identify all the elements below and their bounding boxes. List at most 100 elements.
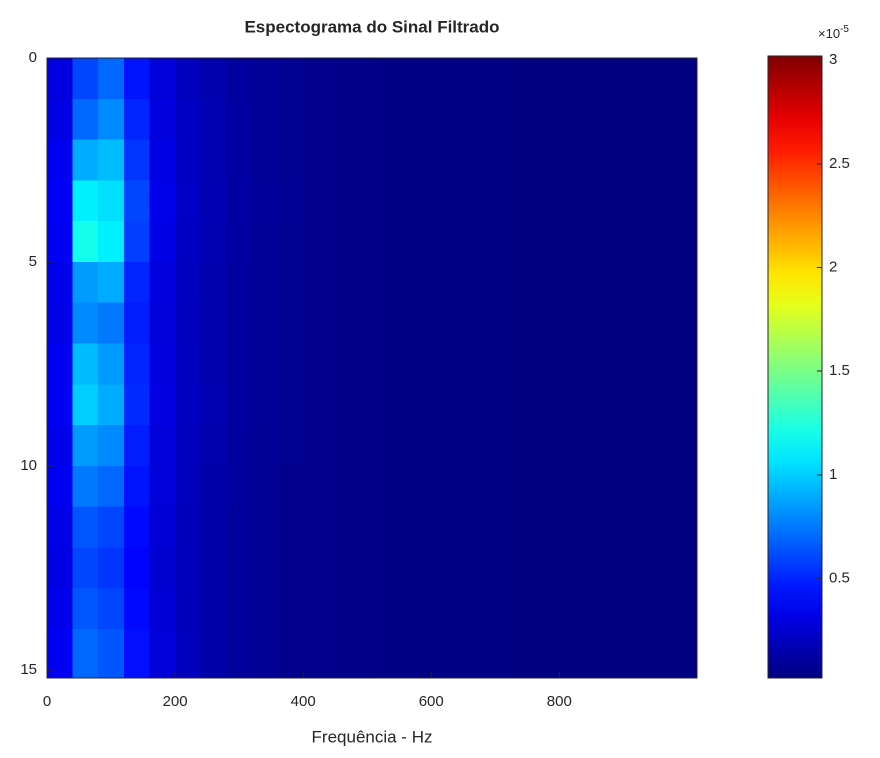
heatmap-cell	[328, 343, 355, 385]
heatmap-cell	[661, 506, 698, 548]
heatmap-cell	[533, 221, 560, 263]
heatmap-cell	[277, 180, 304, 222]
heatmap-cell	[303, 384, 330, 426]
heatmap-cell	[456, 384, 483, 426]
heatmap-cell	[559, 547, 586, 589]
heatmap-cell	[149, 425, 176, 467]
heatmap-cell	[405, 588, 432, 630]
heatmap-cell	[533, 629, 560, 679]
heatmap-cell	[533, 465, 560, 508]
heatmap-cell	[533, 343, 560, 385]
heatmap-cell	[533, 180, 560, 222]
heatmap-cell	[431, 302, 458, 345]
heatmap-cell	[328, 588, 355, 630]
heatmap-cell	[610, 343, 637, 385]
heatmap-cell	[431, 58, 458, 100]
heatmap-cell	[149, 139, 176, 181]
x-tick-label: 400	[291, 693, 316, 710]
heatmap-cell	[328, 302, 355, 345]
heatmap-cell	[559, 261, 586, 304]
heatmap-cell	[661, 547, 698, 589]
heatmap-cell	[482, 221, 509, 263]
heatmap-cell	[533, 139, 560, 181]
heatmap-cell	[277, 302, 304, 345]
heatmap-cell	[72, 261, 99, 304]
heatmap-cell	[508, 425, 535, 467]
heatmap-cell	[98, 629, 125, 679]
heatmap-cell	[47, 629, 74, 679]
y-tick-label: 0	[29, 49, 37, 66]
heatmap-cell	[636, 547, 663, 589]
heatmap-cell	[354, 547, 381, 589]
heatmap-cell	[328, 465, 355, 508]
heatmap-cell	[405, 547, 432, 589]
heatmap-cell	[200, 384, 227, 426]
heatmap-cell	[533, 384, 560, 426]
heatmap-cell	[251, 384, 279, 426]
heatmap-cell	[559, 98, 586, 141]
heatmap-cell	[251, 261, 279, 304]
heatmap-cell	[456, 547, 483, 589]
heatmap-cell	[303, 547, 330, 589]
colorbar	[767, 55, 823, 679]
heatmap-cell	[175, 506, 202, 548]
heatmap-cell	[405, 98, 432, 141]
heatmap-cell	[380, 465, 407, 508]
heatmap-cell	[405, 343, 432, 385]
heatmap-cell	[123, 384, 150, 426]
colorbar-tick-label: 1	[829, 466, 837, 483]
heatmap-cell	[508, 180, 535, 222]
heatmap-cell	[456, 343, 483, 385]
heatmap-cell	[149, 221, 176, 263]
heatmap-cell	[636, 588, 663, 630]
x-tick-label: 0	[43, 693, 51, 710]
heatmap-cell	[661, 302, 698, 345]
heatmap-cell	[47, 425, 74, 467]
heatmap-cell	[200, 588, 227, 630]
heatmap-cell	[175, 425, 202, 467]
heatmap-cell	[72, 98, 99, 141]
heatmap-cell	[380, 302, 407, 345]
heatmap-cell	[508, 98, 535, 141]
heatmap-cell	[277, 425, 304, 467]
heatmap-cell	[149, 343, 176, 385]
heatmap-cell	[123, 588, 150, 630]
heatmap-cell	[98, 261, 125, 304]
heatmap-cell	[508, 465, 535, 508]
heatmap-cell	[149, 58, 176, 100]
heatmap-cell	[175, 261, 202, 304]
heatmap-cell	[149, 180, 176, 222]
heatmap-cell	[47, 261, 74, 304]
colorbar-tick-label: 2.5	[829, 155, 850, 172]
heatmap-cell	[431, 221, 458, 263]
heatmap-cell	[508, 384, 535, 426]
heatmap-cell	[559, 58, 586, 100]
heatmap-cell	[508, 302, 535, 345]
heatmap-cell	[200, 629, 227, 679]
heatmap-cell	[380, 58, 407, 100]
x-axis-label: Frequência - Hz	[312, 727, 433, 746]
heatmap-cell	[584, 384, 612, 426]
heatmap-cell	[123, 547, 150, 589]
heatmap-cell	[431, 261, 458, 304]
heatmap-cell	[533, 425, 560, 467]
heatmap-cell	[661, 588, 698, 630]
heatmap-cell	[405, 629, 432, 679]
heatmap-cell	[533, 547, 560, 589]
heatmap-cell	[636, 58, 663, 100]
heatmap-cell	[328, 98, 355, 141]
heatmap-cell	[328, 629, 355, 679]
heatmap-cell	[354, 588, 381, 630]
heatmap-cell	[661, 343, 698, 385]
chart-title: Espectograma do Sinal Filtrado	[244, 17, 499, 36]
heatmap-cell	[72, 547, 99, 589]
heatmap-cell	[354, 180, 381, 222]
heatmap-cell	[559, 139, 586, 181]
heatmap-cell	[226, 180, 253, 222]
heatmap-cell	[431, 425, 458, 467]
heatmap-cell	[98, 139, 125, 181]
heatmap-cell	[354, 221, 381, 263]
heatmap-cell	[200, 465, 227, 508]
heatmap-cell	[405, 465, 432, 508]
